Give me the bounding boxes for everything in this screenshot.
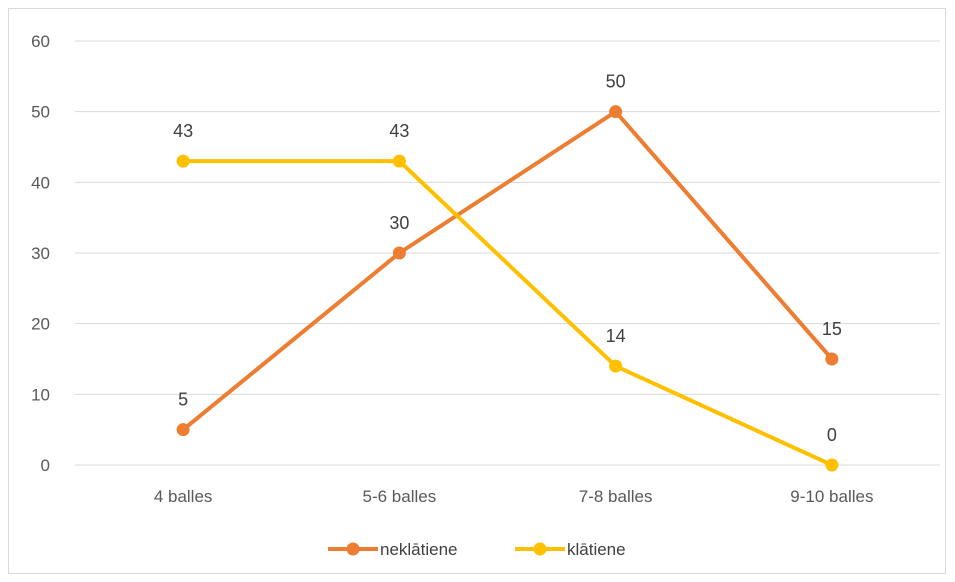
- y-tick-label: 10: [31, 385, 50, 404]
- legend-label: neklātiene: [380, 540, 458, 559]
- data-point: [176, 423, 190, 437]
- data-point: [825, 352, 839, 366]
- data-label: 50: [606, 72, 626, 92]
- y-tick-label: 40: [31, 173, 50, 192]
- legend-label: klātiene: [567, 540, 626, 559]
- y-tick-label: 50: [31, 103, 50, 122]
- y-tick-label: 20: [31, 315, 50, 334]
- y-tick-label: 0: [41, 456, 50, 475]
- x-tick-label: 4 balles: [154, 487, 213, 506]
- data-point: [392, 154, 406, 168]
- y-tick-label: 30: [31, 244, 50, 263]
- data-point: [392, 246, 406, 260]
- legend-marker-0: [346, 542, 360, 556]
- data-label: 43: [173, 121, 193, 141]
- chart-frame: [8, 8, 946, 574]
- y-tick-label: 60: [31, 32, 50, 51]
- data-point: [609, 359, 623, 373]
- data-label: 14: [606, 326, 626, 346]
- series-line-1: [181, 159, 834, 467]
- data-point: [825, 458, 839, 472]
- series-line-0: [181, 109, 834, 432]
- data-label: 15: [822, 319, 842, 339]
- x-tick-label: 7-8 balles: [579, 487, 653, 506]
- data-point: [176, 154, 190, 168]
- data-label: 43: [389, 121, 409, 141]
- data-label: 30: [389, 213, 409, 233]
- x-tick-label: 9-10 balles: [790, 487, 873, 506]
- data-point: [609, 105, 623, 119]
- legend-marker-1: [533, 542, 547, 556]
- data-label: 0: [827, 425, 837, 445]
- data-label: 5: [178, 390, 188, 410]
- x-tick-label: 5-6 balles: [363, 487, 437, 506]
